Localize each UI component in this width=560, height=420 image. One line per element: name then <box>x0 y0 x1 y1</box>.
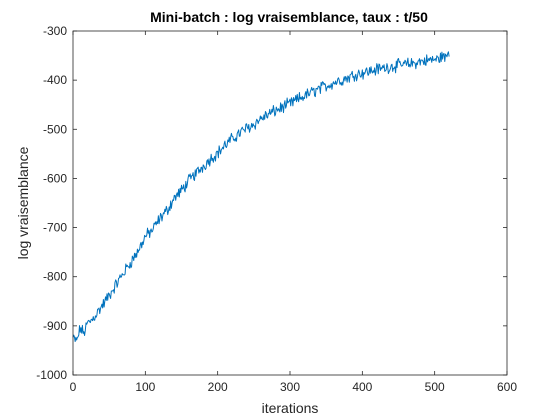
y-tick-label: -500 <box>43 122 67 136</box>
x-tick-label: 500 <box>425 380 445 394</box>
y-tick-label: -900 <box>43 319 67 333</box>
series-layer <box>72 51 450 343</box>
series-line <box>72 51 450 343</box>
x-tick-label: 200 <box>208 380 228 394</box>
x-tick-label: 0 <box>70 380 77 394</box>
y-tick-label: -800 <box>43 270 67 284</box>
y-tick-label: -600 <box>43 171 67 185</box>
x-tick-label: 600 <box>497 380 517 394</box>
plot-area <box>73 31 507 375</box>
y-tick-label: -400 <box>43 73 67 87</box>
x-tick-label: 300 <box>280 380 300 394</box>
x-axis-ticks: 0 100 200 300 400 500 600 <box>70 31 517 394</box>
x-tick-label: 100 <box>135 380 155 394</box>
y-tick-label: -700 <box>43 221 67 235</box>
y-axis-ticks: -1000 -900 -800 -700 -600 -500 -400 -300 <box>36 24 507 382</box>
x-tick-label: 400 <box>352 380 372 394</box>
y-tick-label: -1000 <box>36 368 67 382</box>
chart-title: Mini-batch : log vraisemblance, taux : t… <box>150 9 428 25</box>
y-axis-label: log vraisemblance <box>15 146 31 259</box>
x-axis-label: iterations <box>262 400 319 416</box>
y-tick-label: -300 <box>43 24 67 38</box>
